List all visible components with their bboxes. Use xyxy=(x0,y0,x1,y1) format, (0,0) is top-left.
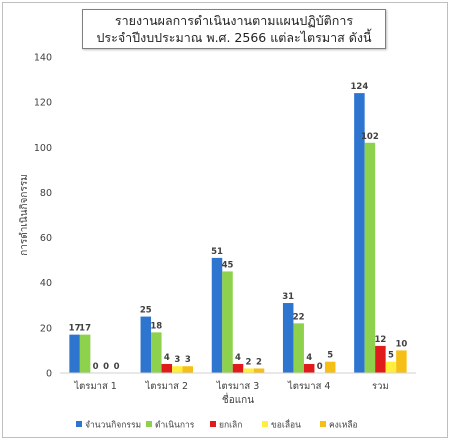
legend-label: ขอเลื่อน xyxy=(271,419,301,431)
bar-5-5 xyxy=(396,350,407,373)
legend-swatch xyxy=(262,421,268,427)
x-category-label: รวม xyxy=(372,381,389,392)
bar-5-4 xyxy=(324,361,336,373)
legend-label: ดำเนินการ xyxy=(155,421,195,431)
y-axis-title: การดำเนินกิจกรรม xyxy=(19,174,30,256)
bar-3-3 xyxy=(232,363,244,373)
bar-value-label: 51 xyxy=(211,247,223,257)
bar-4-5 xyxy=(385,361,397,373)
bar-value-label: 3 xyxy=(174,355,180,365)
bar-3-4 xyxy=(303,363,315,373)
bar-4-2 xyxy=(172,366,183,373)
bar-value-label: 2 xyxy=(246,357,252,367)
y-tick-label: 100 xyxy=(34,143,52,154)
bar-2-3 xyxy=(222,271,233,373)
bar-value-label: 25 xyxy=(140,306,152,316)
bar-2-2 xyxy=(151,332,162,373)
bar-value-label: 45 xyxy=(222,260,234,270)
bar-3-5 xyxy=(375,345,386,373)
bar-5-3 xyxy=(253,368,265,373)
bar-1-3 xyxy=(211,257,223,373)
bar-3-2 xyxy=(161,363,173,373)
y-axis-ticks: 0 20 40 60 80 100 120 140 xyxy=(34,53,52,380)
bar-value-label: 0 xyxy=(317,362,323,372)
legend-swatch xyxy=(210,421,216,427)
y-tick-label: 0 xyxy=(46,369,52,380)
bar-value-label: 3 xyxy=(185,355,191,365)
legend-swatch xyxy=(76,421,82,427)
y-tick-label: 20 xyxy=(40,323,52,334)
x-category-label: ไตรมาส 2 xyxy=(145,380,189,392)
bar-value-label: 18 xyxy=(150,321,162,331)
x-axis-category-labels: ไตรมาส 1 ไตรมาส 2 ไตรมาส 3 ไตรมาส 4 รวม xyxy=(73,380,388,392)
chart-title-box: รายงานผลการดำเนินงานตามแผนปฏิบัติการ ประ… xyxy=(82,9,386,49)
bar-2-5 xyxy=(364,142,376,373)
x-category-label: ไตรมาส 3 xyxy=(216,380,260,392)
x-category-label: ไตรมาส 1 xyxy=(73,380,117,392)
bar-value-label: 102 xyxy=(361,132,379,142)
chart-title-line-1: รายงานผลการดำเนินงานตามแผนปฏิบัติการ xyxy=(114,13,354,28)
y-tick-label: 120 xyxy=(34,98,52,109)
bar-value-label: 17 xyxy=(79,324,91,334)
bar-1-2 xyxy=(140,316,152,373)
bar-value-label: 31 xyxy=(282,292,294,302)
bar-1-4 xyxy=(282,303,294,373)
bar-1-5 xyxy=(354,93,365,373)
chart-legend: จำนวนกิจกรรม ดำเนินการ ยกเลิก ขอเลื่อน คงเหล… xyxy=(76,419,358,431)
y-tick-label: 60 xyxy=(40,233,52,244)
bar-value-label: 124 xyxy=(351,82,369,92)
bar-value-label: 4 xyxy=(235,353,241,363)
bar-value-label: 10 xyxy=(395,339,407,349)
bar-value-label: 4 xyxy=(306,353,312,363)
bars-group xyxy=(69,93,407,373)
bar-1-1 xyxy=(69,334,80,373)
bar-value-label: 22 xyxy=(293,312,305,322)
x-category-label: ไตรมาส 4 xyxy=(287,380,331,392)
bar-value-label: 5 xyxy=(388,351,394,361)
legend-swatch xyxy=(320,421,326,427)
bar-2-4 xyxy=(293,323,304,373)
y-tick-label: 80 xyxy=(40,188,52,199)
legend-label: จำนวนกิจกรรม xyxy=(85,421,141,431)
chart-title-line-2: ประจำปีงบประมาณ พ.ศ. 2566 แต่ละไตรมาส ดั… xyxy=(96,30,372,45)
y-tick-label: 40 xyxy=(40,278,52,289)
bar-value-label: 5 xyxy=(327,351,333,361)
legend-label: ยกเลิก xyxy=(219,421,242,431)
bar-2-1 xyxy=(79,334,91,373)
y-tick-label: 140 xyxy=(34,53,52,64)
bar-value-label: 0 xyxy=(93,362,99,372)
bar-value-label: 17 xyxy=(69,324,81,334)
legend-swatch xyxy=(146,421,152,427)
x-axis-title: ชื่อแกน xyxy=(222,392,254,406)
bar-value-label: 2 xyxy=(256,357,262,367)
bar-value-label: 0 xyxy=(114,362,120,372)
bar-5-2 xyxy=(182,366,194,373)
bar-4-3 xyxy=(243,368,254,373)
bar-value-label: 0 xyxy=(103,362,109,372)
legend-label: คงเหลือ xyxy=(329,420,358,431)
bar-value-label: 4 xyxy=(164,353,170,363)
bar-value-label: 12 xyxy=(374,335,386,345)
